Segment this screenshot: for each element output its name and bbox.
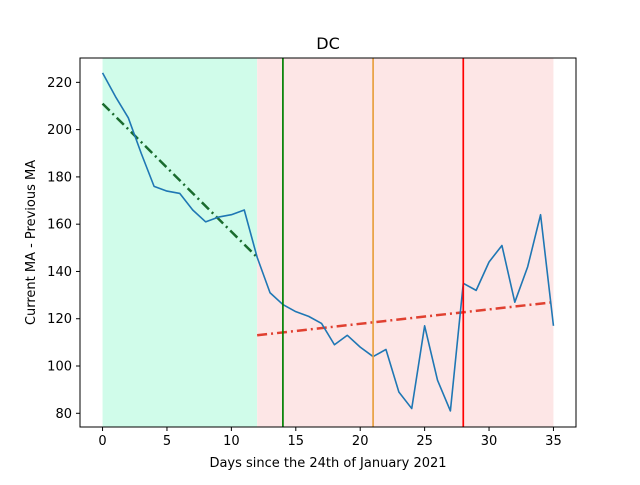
x-axis-ticks: 0 5 10 15 20 25 30 35 xyxy=(98,427,562,449)
y-tick-label: 220 xyxy=(47,76,72,91)
x-tick-label: 20 xyxy=(352,434,369,449)
y-axis-ticks: 80 100 120 140 160 180 200 220 xyxy=(47,76,80,422)
y-tick-label: 100 xyxy=(47,360,72,375)
x-tick-label: 25 xyxy=(416,434,433,449)
trend-lines xyxy=(101,102,554,337)
y-tick-label: 180 xyxy=(47,170,72,185)
x-tick-label: 10 xyxy=(223,434,240,449)
y-tick-label: 140 xyxy=(47,265,72,280)
series-line-0 xyxy=(101,72,555,412)
x-tick-label: 15 xyxy=(288,434,305,449)
y-tick-label: 120 xyxy=(47,312,72,327)
data-series xyxy=(101,72,555,412)
shaded-region-1 xyxy=(257,58,554,427)
x-tick-label: 35 xyxy=(545,434,562,449)
chart-title: DC xyxy=(316,34,340,53)
y-tick-label: 200 xyxy=(47,123,72,138)
plot-frame xyxy=(79,57,577,428)
shaded-regions xyxy=(102,58,554,427)
x-tick-label: 30 xyxy=(481,434,498,449)
vertical-markers xyxy=(282,58,465,427)
y-axis-label: Current MA - Previous MA xyxy=(24,160,39,325)
x-tick-label: 0 xyxy=(98,434,106,449)
y-tick-label: 80 xyxy=(55,407,72,422)
trend-line-1 xyxy=(257,300,554,337)
x-axis-label: Days since the 24th of January 2021 xyxy=(209,456,446,471)
trend-line-0 xyxy=(101,102,259,259)
x-tick-label: 5 xyxy=(163,434,171,449)
y-tick-label: 160 xyxy=(47,218,72,233)
